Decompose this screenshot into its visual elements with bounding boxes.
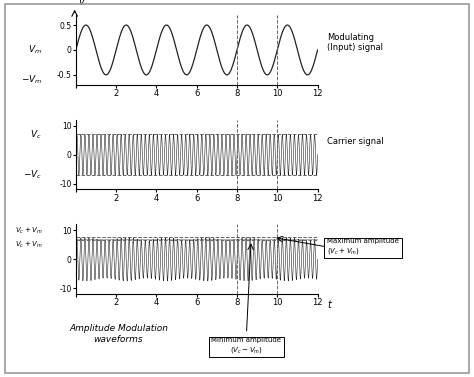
Text: Amplitude Modulation
waveforms: Amplitude Modulation waveforms (69, 324, 168, 343)
Text: Maximum amplitude
$(V_c + V_m)$: Maximum amplitude $(V_c + V_m)$ (327, 238, 399, 256)
Text: $V_c+V_m$: $V_c+V_m$ (15, 226, 42, 236)
Text: t: t (327, 300, 331, 310)
Text: Minimum amplitude
$(V_c - V_m)$: Minimum amplitude $(V_c - V_m)$ (211, 337, 282, 355)
Text: $V_c$: $V_c$ (30, 128, 42, 141)
Text: Carrier signal: Carrier signal (327, 137, 384, 146)
Text: $-V_m$: $-V_m$ (20, 74, 42, 86)
Text: AM signal: AM signal (327, 242, 368, 251)
Text: $- V_c$: $- V_c$ (23, 169, 42, 181)
Text: v: v (78, 0, 84, 7)
Text: $V_c+V_m$: $V_c+V_m$ (15, 239, 42, 250)
Text: $V_m$: $V_m$ (28, 44, 42, 56)
Text: Modulating
(Input) signal: Modulating (Input) signal (327, 32, 383, 52)
